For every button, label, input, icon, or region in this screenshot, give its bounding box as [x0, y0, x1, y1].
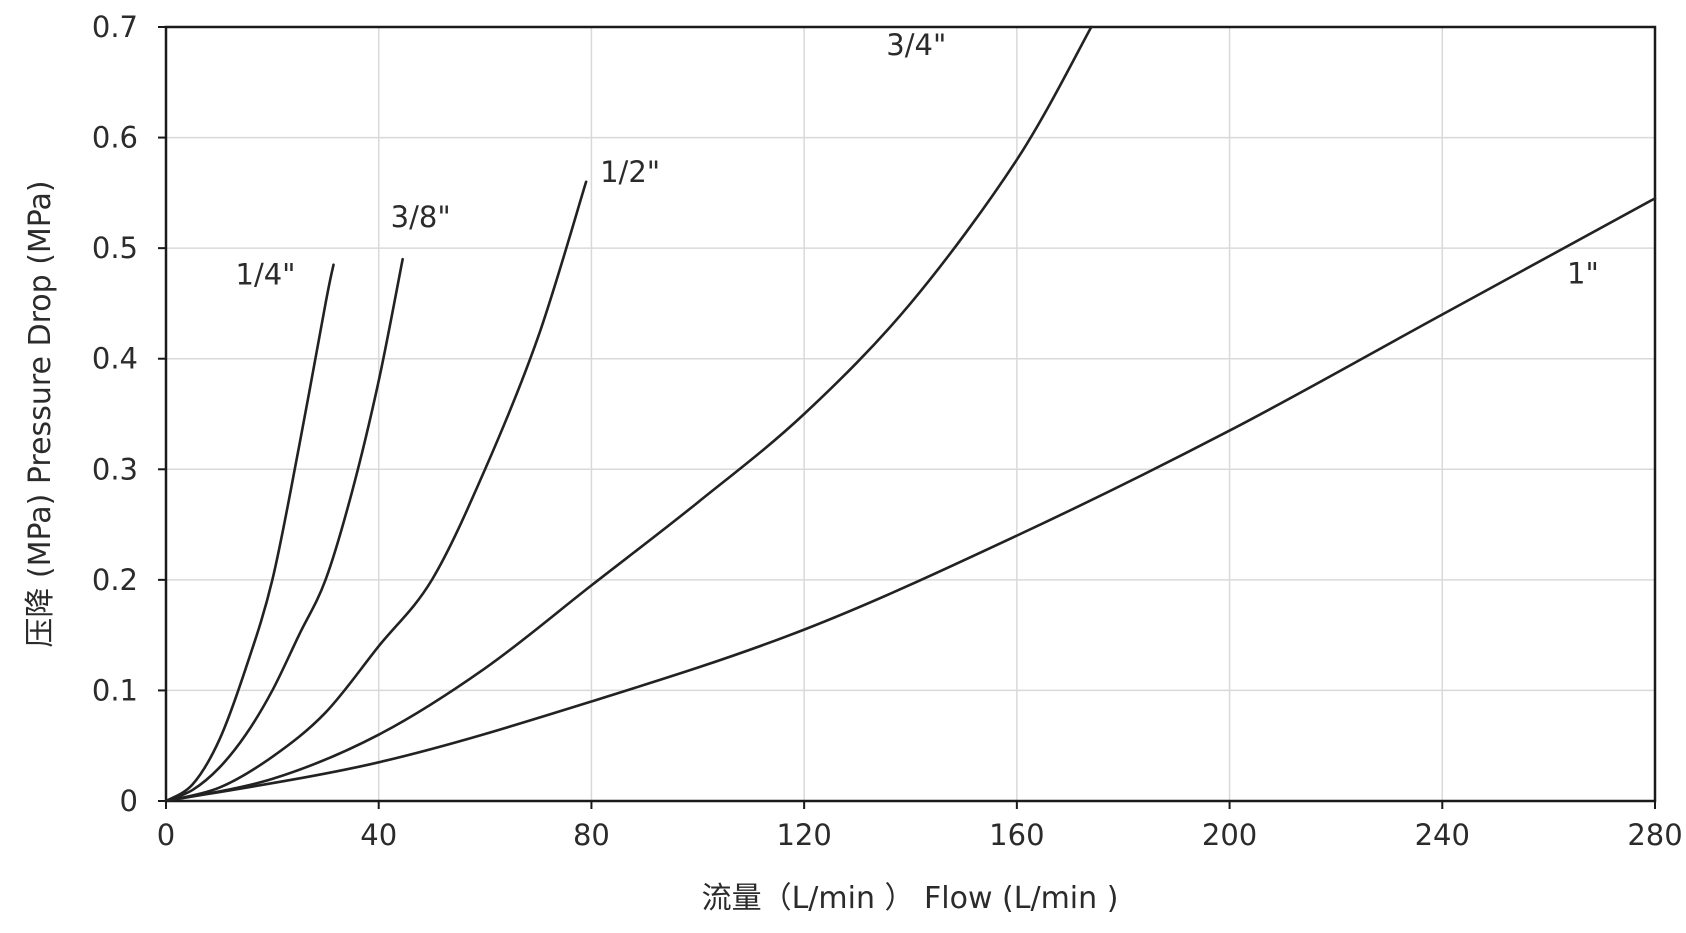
- series-line-2: [164, 180, 588, 803]
- series-lines: [164, 25, 1657, 803]
- x-axis-ticks: 0 40 80 120 160 200 240 280: [157, 801, 1683, 852]
- y-tick-label: 0: [120, 784, 138, 818]
- series-label-2: 1/2": [600, 155, 660, 189]
- y-tick-label: 0.6: [92, 121, 138, 155]
- series-line-0: [164, 263, 335, 803]
- series-label-4: 1": [1567, 256, 1599, 290]
- series-label-0: 1/4": [236, 258, 296, 292]
- grid: [166, 27, 1655, 801]
- x-tick-label: 200: [1202, 818, 1257, 852]
- x-tick-label: 160: [989, 818, 1044, 852]
- series-line-3: [164, 25, 1093, 803]
- series-line-4: [164, 197, 1657, 803]
- x-tick-label: 80: [573, 818, 610, 852]
- y-tick-label: 0.2: [92, 563, 138, 597]
- x-tick-label: 120: [776, 818, 831, 852]
- y-tick-label: 0.1: [92, 673, 138, 707]
- series-label-3: 3/4": [886, 28, 946, 62]
- y-axis-title: 压降 (MPa) Pressure Drop (MPa): [23, 180, 58, 647]
- x-tick-label: 0: [157, 818, 175, 852]
- y-tick-label: 0.3: [92, 452, 138, 486]
- y-tick-label: 0.7: [92, 10, 138, 44]
- plot-frame: [164, 25, 1657, 803]
- y-axis-ticks: 0 0.1 0.2 0.3 0.4 0.5 0.6 0.7: [92, 10, 166, 818]
- x-tick-label: 280: [1627, 818, 1682, 852]
- y-tick-label: 0.4: [92, 342, 138, 376]
- x-tick-label: 240: [1415, 818, 1470, 852]
- series-line-1: [164, 257, 404, 803]
- series-labels: 1/4" 3/8" 1/2" 3/4" 1": [236, 28, 1599, 292]
- series-label-1: 3/8": [391, 200, 451, 234]
- x-axis-title: 流量（L/min ） Flow (L/min ): [702, 881, 1119, 916]
- y-tick-label: 0.5: [92, 231, 138, 265]
- x-tick-label: 40: [360, 818, 397, 852]
